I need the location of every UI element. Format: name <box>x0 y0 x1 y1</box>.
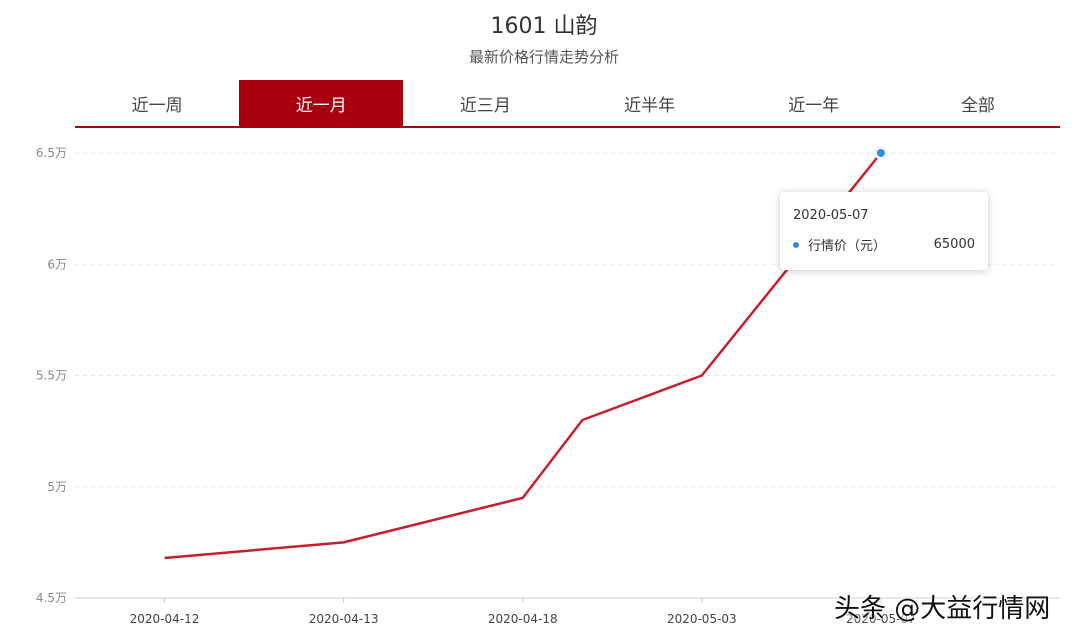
tab-all[interactable]: 全部 <box>960 95 995 116</box>
y-tick-label: 6.5万 <box>36 146 67 160</box>
tab-month[interactable]: 近一月 <box>239 80 404 126</box>
x-tick-label: 2020-04-12 <box>130 612 200 626</box>
chart-title: 1601 山韵 <box>490 14 598 39</box>
series-line <box>164 152 882 560</box>
x-tick-label: 2020-05-07 <box>846 612 916 626</box>
x-tick-label: 2020-05-03 <box>667 612 737 626</box>
y-tick-label: 4.5万 <box>36 591 67 605</box>
tooltip-date: 2020-05-07 <box>793 208 869 223</box>
tab-week[interactable]: 近一周 <box>131 95 183 116</box>
y-tick-label: 5万 <box>47 480 67 494</box>
x-tick-label: 2020-04-18 <box>488 612 558 626</box>
x-tick-label: 2020-04-13 <box>309 612 379 626</box>
time-range-tabs: 近一周 近一月 近三月 近半年 近一年 全部 <box>75 80 1060 128</box>
chart-tooltip: 2020-05-07 行情价（元） 65000 <box>780 192 988 270</box>
tab-half-year[interactable]: 近半年 <box>624 95 676 116</box>
tooltip-series-name: 行情价（元） <box>808 239 887 254</box>
tooltip-series-dot <box>793 241 799 248</box>
watermark: 头条 @大益行情网 <box>834 594 1051 624</box>
chart-subtitle: 最新价格行情走势分析 <box>468 48 619 66</box>
tab-year[interactable]: 近一年 <box>788 95 840 116</box>
y-tick-label: 5.5万 <box>36 369 67 383</box>
y-tick-label: 6万 <box>47 257 67 271</box>
tab-three-months[interactable]: 近三月 <box>459 95 511 116</box>
tooltip-value: 65000 <box>933 237 975 252</box>
highlight-point <box>876 149 885 157</box>
